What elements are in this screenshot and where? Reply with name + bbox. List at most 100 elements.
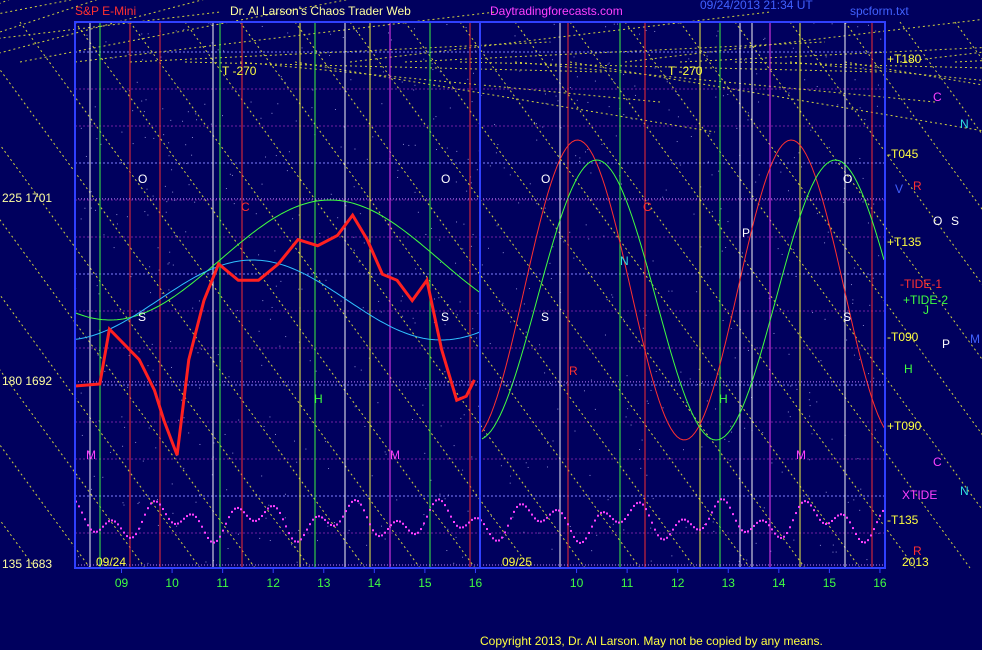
- xtide-dot: [435, 499, 437, 502]
- star-dot: [81, 434, 83, 436]
- star-dot: [433, 118, 435, 120]
- star-dot: [503, 167, 505, 169]
- star-dot: [608, 106, 610, 108]
- star-dot: [169, 251, 171, 253]
- star-dot: [269, 416, 271, 418]
- star-dot: [509, 482, 511, 484]
- star-dot: [143, 111, 145, 113]
- xtide-dot: [603, 511, 605, 514]
- star-dot: [378, 300, 380, 302]
- annotation: M: [86, 448, 96, 462]
- star-dot: [642, 327, 644, 329]
- star-dot: [381, 525, 382, 527]
- star-dot: [552, 246, 554, 248]
- star-dot: [727, 221, 729, 223]
- star-dot: [569, 231, 571, 233]
- xtide-dot: [381, 534, 383, 537]
- star-dot: [154, 421, 156, 423]
- star-dot: [401, 295, 403, 297]
- xtide-dot: [147, 507, 149, 510]
- xtide-dot: [855, 533, 857, 536]
- xtide-dot: [681, 518, 683, 521]
- star-dot: [604, 334, 606, 336]
- xtide-dot: [831, 519, 833, 522]
- star-dot: [711, 210, 713, 212]
- xtide-dot: [678, 520, 680, 523]
- xtide-dot: [291, 537, 293, 540]
- star-dot: [707, 161, 709, 163]
- star-dot: [372, 136, 374, 138]
- annotation: 09/25: [502, 555, 532, 569]
- star-dot: [875, 30, 877, 32]
- star-dot: [848, 199, 850, 201]
- star-dot: [198, 300, 200, 302]
- xtide-dot: [450, 515, 452, 518]
- star-dot: [291, 544, 293, 546]
- star-dot: [135, 441, 137, 443]
- xtide-dot: [807, 501, 809, 504]
- star-dot: [377, 402, 379, 404]
- star-dot: [175, 30, 177, 32]
- annotation: J: [923, 303, 929, 317]
- star-dot: [580, 69, 582, 71]
- star-dot: [396, 499, 398, 501]
- star-dot: [725, 247, 727, 249]
- star-dot: [439, 239, 441, 241]
- xtide-dot: [249, 517, 251, 520]
- star-dot: [579, 157, 581, 159]
- star-dot: [222, 115, 223, 117]
- star-dot: [811, 433, 813, 435]
- star-dot: [88, 451, 90, 453]
- star-dot: [793, 539, 795, 541]
- star-dot: [210, 123, 212, 125]
- star-dot: [368, 357, 370, 359]
- star-dot: [747, 350, 749, 352]
- star-dot: [650, 560, 652, 562]
- star-dot: [877, 84, 879, 86]
- star-dot: [655, 370, 657, 372]
- star-dot: [162, 108, 164, 110]
- star-dot: [263, 426, 265, 428]
- star-dot: [345, 205, 347, 207]
- star-dot: [525, 462, 527, 464]
- xtide-dot: [882, 509, 884, 512]
- star-dot: [639, 449, 641, 451]
- star-dot: [205, 561, 207, 563]
- star-dot: [275, 155, 277, 157]
- star-dot: [337, 217, 339, 219]
- star-dot: [536, 203, 538, 205]
- star-dot: [280, 280, 282, 282]
- star-dot: [547, 442, 549, 444]
- star-dot: [224, 433, 226, 435]
- star-dot: [342, 37, 344, 39]
- star-dot: [371, 475, 373, 477]
- diagonal-guide: [569, 61, 982, 132]
- star-dot: [680, 371, 682, 373]
- star-dot: [423, 58, 425, 60]
- star-dot: [471, 101, 473, 103]
- star-dot: [731, 431, 733, 433]
- xtide-dot: [552, 510, 554, 513]
- xtide-dot: [354, 499, 356, 502]
- xtide-dot: [837, 514, 839, 517]
- star-dot: [152, 195, 154, 197]
- star-dot: [789, 416, 791, 418]
- xtide-dot: [537, 519, 539, 522]
- xtide-dot: [651, 521, 653, 524]
- xtide-dot: [738, 525, 740, 528]
- star-dot: [178, 419, 180, 421]
- star-dot: [689, 378, 691, 380]
- star-dot: [362, 307, 364, 309]
- star-dot: [781, 471, 783, 473]
- annotation: R: [913, 544, 922, 558]
- star-dot: [142, 59, 144, 61]
- star-dot: [103, 234, 105, 236]
- annotation: O: [541, 172, 550, 186]
- star-dot: [226, 489, 228, 491]
- cycle-wave: [74, 199, 481, 321]
- xtide-dot: [309, 523, 311, 526]
- star-dot: [810, 129, 812, 131]
- star-dot: [857, 458, 859, 460]
- xtide-dot: [468, 521, 470, 524]
